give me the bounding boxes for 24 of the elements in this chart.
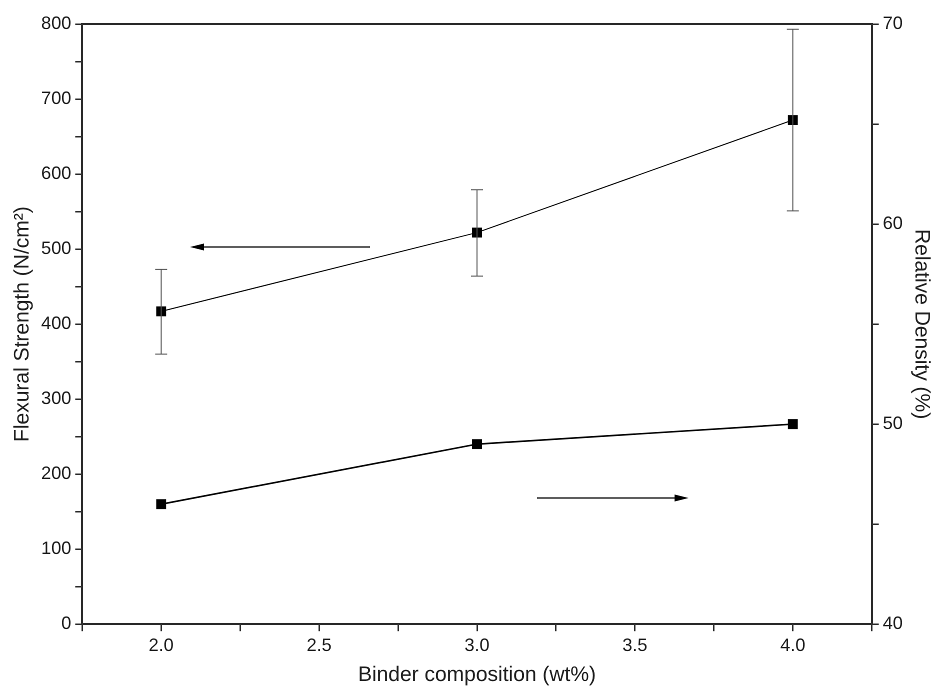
y-tick-label: 500 xyxy=(41,238,72,258)
y2-tick-label: 40 xyxy=(882,613,903,634)
y2-tick-label: 50 xyxy=(882,413,903,434)
y2-axis-title: Relative Density (%) xyxy=(910,228,934,420)
y2-tick-label: 70 xyxy=(882,12,903,33)
y-tick-label: 400 xyxy=(41,313,72,334)
y-tick-label: 200 xyxy=(41,463,72,484)
y-tick-label: 600 xyxy=(41,163,72,184)
y-tick-label: 800 xyxy=(41,12,72,33)
y-tick-label: 300 xyxy=(41,388,72,408)
point xyxy=(788,419,798,430)
y-axis-title: Flexural Strength (N/cm²) xyxy=(10,206,34,442)
x-tick-label: 2.5 xyxy=(306,634,332,655)
x-tick-label: 3.5 xyxy=(622,634,648,655)
y-tick-label: 100 xyxy=(41,538,72,558)
point xyxy=(472,439,482,450)
y-tick-label: 0 xyxy=(61,613,72,634)
x-tick-label: 3.0 xyxy=(464,634,490,655)
x-tick-label: 2.0 xyxy=(148,634,174,655)
point xyxy=(156,499,166,510)
x-axis-title: Binder composition (wt%) xyxy=(358,663,596,686)
y-tick-label: 700 xyxy=(41,88,72,108)
y2-tick-label: 60 xyxy=(882,213,903,234)
x-tick-label: 4.0 xyxy=(780,634,806,655)
